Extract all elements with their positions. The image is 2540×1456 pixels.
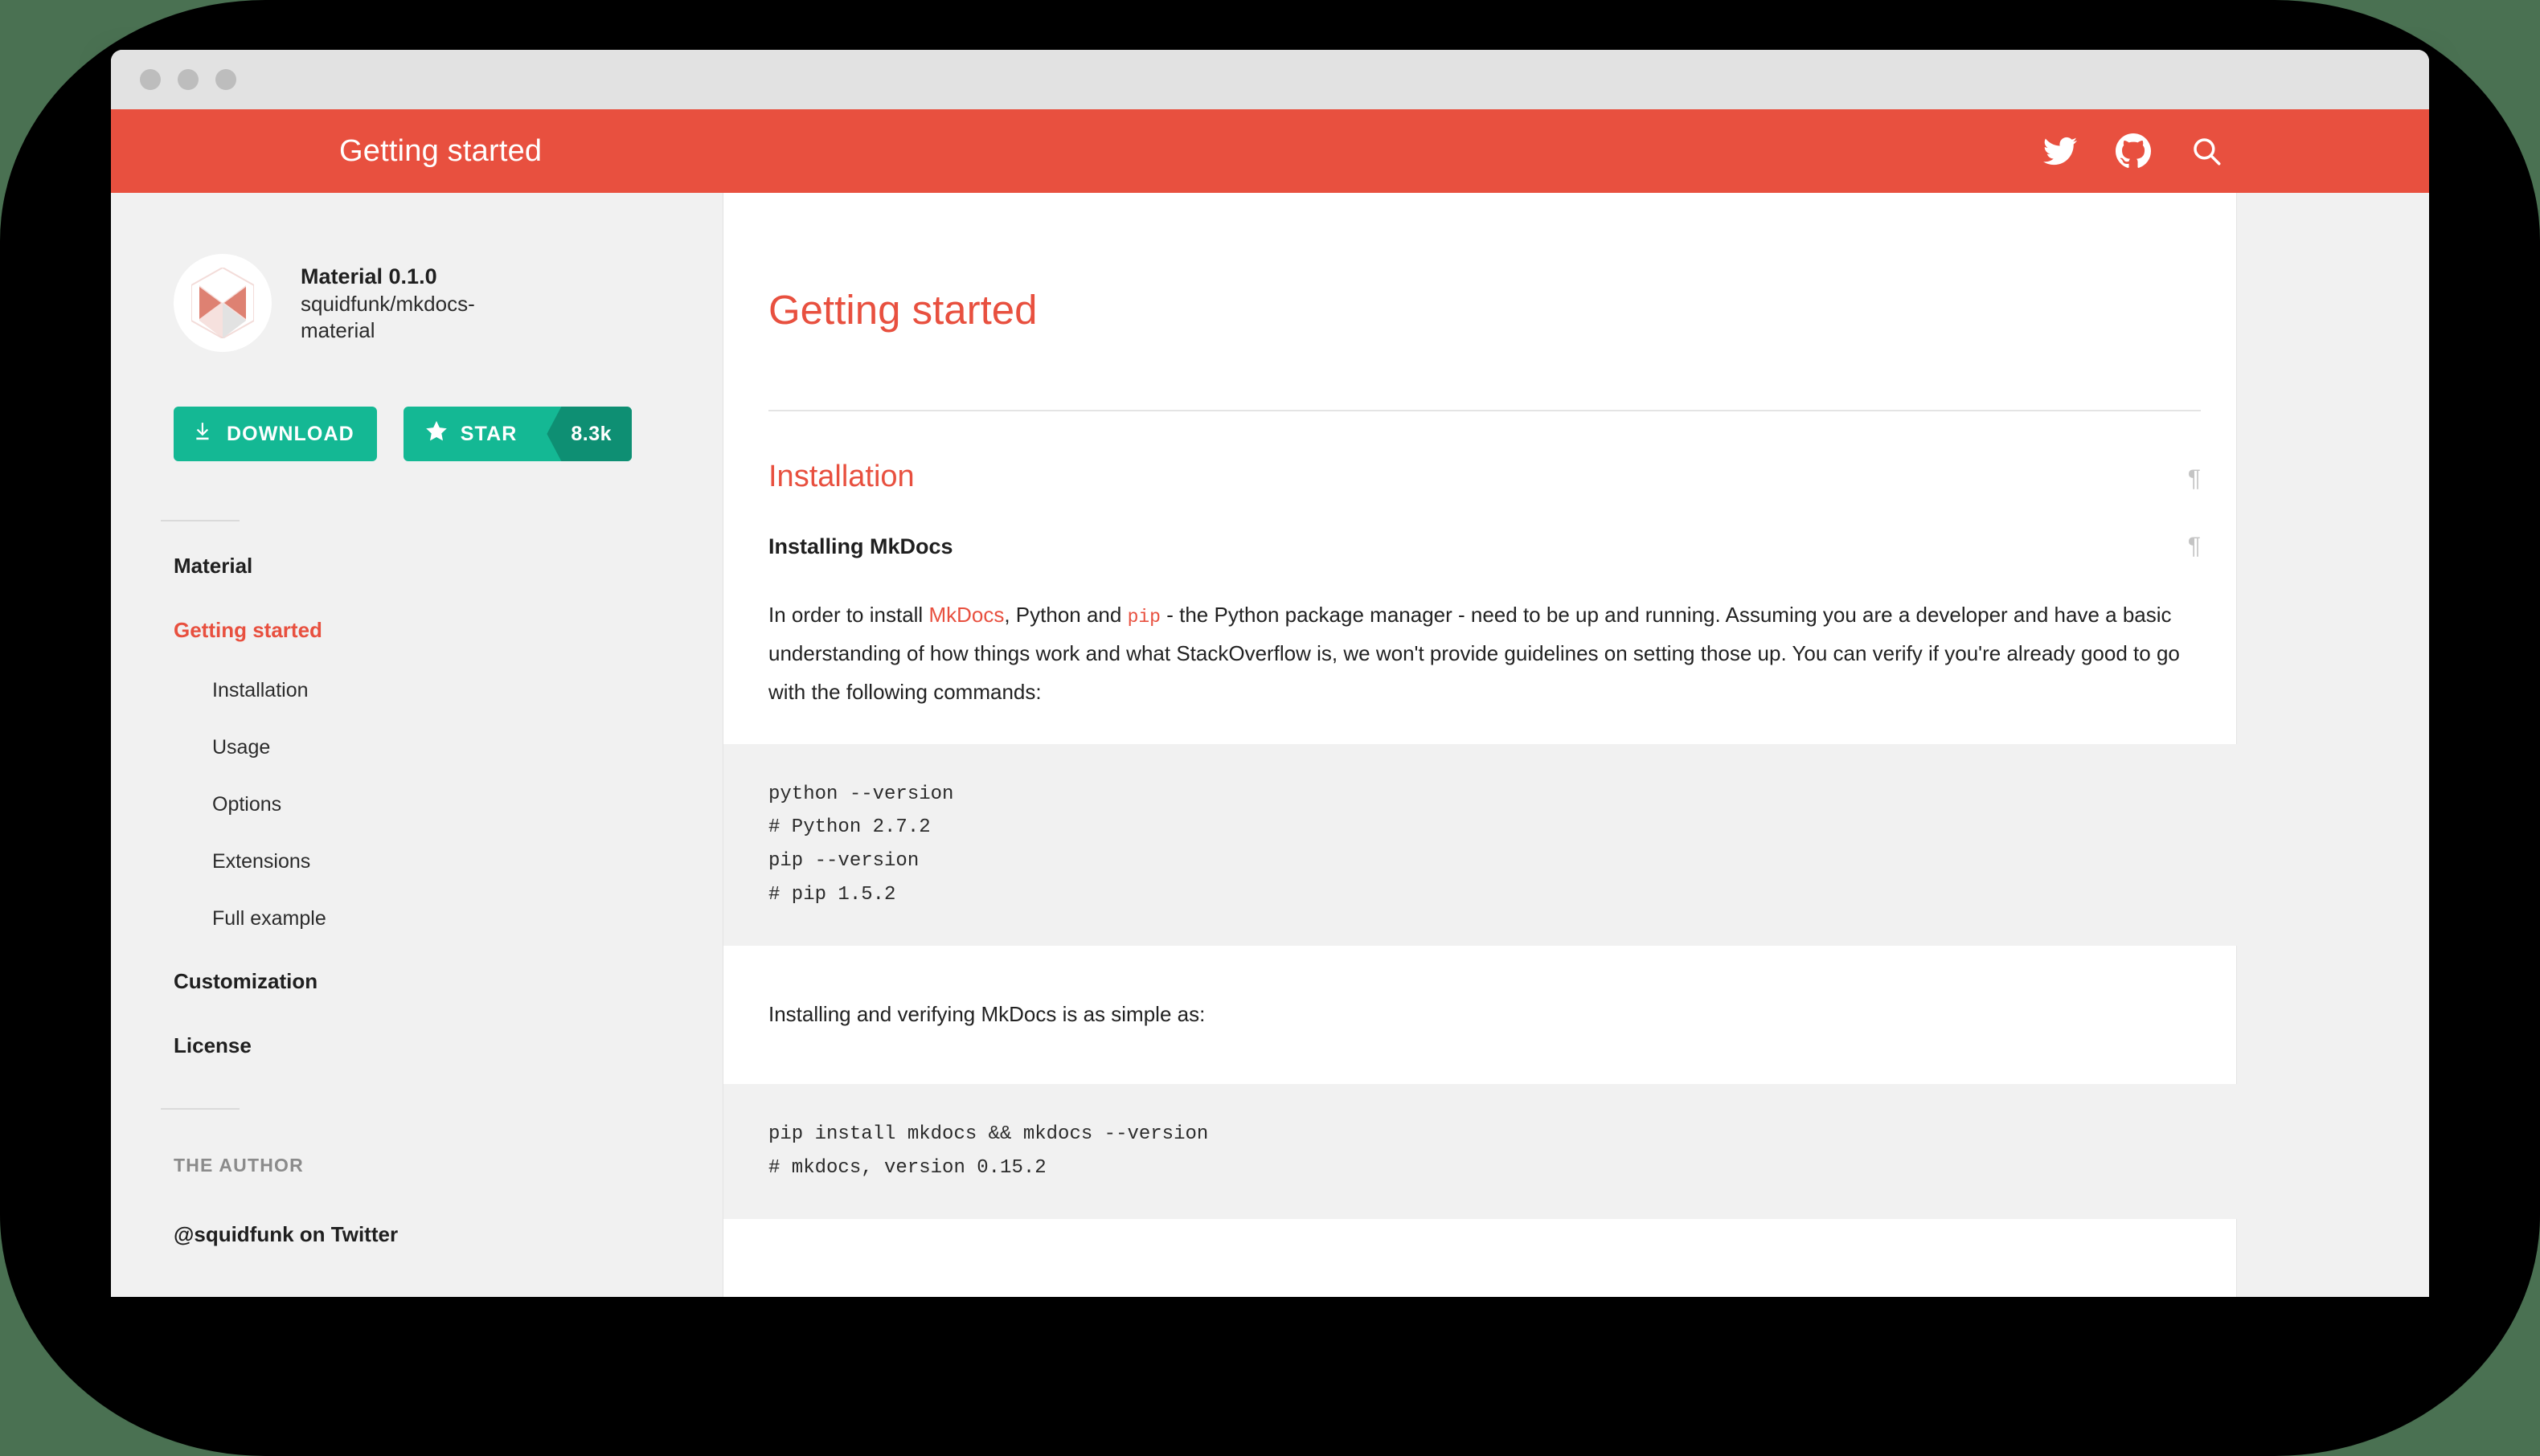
star-icon — [424, 419, 449, 448]
code-block-version-check: python --version # Python 2.7.2 pip --ve… — [723, 743, 2421, 946]
page-title: Getting started — [339, 133, 543, 168]
paragraph-install-intro: Installing and verifying MkDocs is as si… — [768, 1001, 1206, 1026]
code-block-pip-install: pip install mkdocs && mkdocs --version #… — [723, 1084, 2421, 1219]
pilcrow-icon[interactable]: ¶ — [2187, 465, 2201, 493]
paragraph-text-part-1: In order to install — [768, 603, 929, 628]
header-actions — [2043, 109, 2223, 193]
paragraph-text-part-2: , Python and — [1004, 603, 1128, 628]
window-maximize-button[interactable] — [215, 69, 236, 90]
sidebar-item-getting-started[interactable]: Getting started — [174, 618, 322, 642]
app-header: Getting started — [111, 109, 2429, 193]
section-installing-mkdocs-header: Installing MkDocs ¶ — [768, 534, 2201, 559]
sidebar-divider-bottom — [161, 1108, 240, 1110]
repo-meta: Material 0.1.0 squidfunk/mkdocs-material — [301, 254, 485, 344]
author-section-label: THE AUTHOR — [174, 1155, 304, 1176]
github-icon[interactable] — [2116, 133, 2151, 169]
repo-summary: Material 0.1.0 squidfunk/mkdocs-material — [111, 193, 723, 352]
sidebar-nav-bottom: Customization License — [111, 930, 723, 1058]
sidebar-nav: Material Getting started Installation Us… — [111, 521, 723, 930]
repo-name: Material 0.1.0 — [301, 264, 437, 288]
sidebar: Material 0.1.0 squidfunk/mkdocs-material… — [111, 193, 723, 1297]
window-body: Material 0.1.0 squidfunk/mkdocs-material… — [111, 193, 2429, 1297]
window-minimize-button[interactable] — [178, 69, 199, 90]
sidebar-item-options[interactable]: Options — [212, 793, 282, 816]
content-divider — [768, 410, 2201, 412]
paragraph-text-part-3: - the Python package manager - need to b… — [768, 603, 2180, 704]
sidebar-item-extensions[interactable]: Extensions — [212, 850, 311, 873]
search-icon[interactable] — [2190, 134, 2223, 168]
material-logo — [174, 254, 272, 352]
section-h2-installation: Installation — [768, 460, 915, 494]
sidebar-item-customization[interactable]: Customization — [174, 969, 318, 993]
star-count-badge: 8.3k — [547, 407, 633, 461]
window-close-button[interactable] — [140, 69, 161, 90]
main-content: Getting started Installation ¶ Installin… — [723, 193, 2421, 1297]
paragraph-intro: In order to install MkDocs, Python and p… — [768, 596, 2191, 711]
sidebar-divider-top — [161, 520, 240, 521]
twitter-icon[interactable] — [2043, 134, 2077, 168]
repo-slug: squidfunk/mkdocs-material — [301, 291, 475, 343]
sidebar-item-full-example[interactable]: Full example — [212, 907, 326, 930]
window-titlebar — [111, 50, 2429, 109]
sidebar-item-license[interactable]: License — [174, 1033, 252, 1057]
sidebar-item-material[interactable]: Material — [174, 554, 253, 578]
download-button-label: DOWNLOAD — [227, 422, 354, 445]
download-icon — [193, 420, 214, 448]
star-button[interactable]: STAR 8.3k — [403, 407, 633, 461]
browser-window: Getting started — [111, 50, 2429, 1297]
star-button-label: STAR — [460, 422, 518, 445]
repo-action-buttons: DOWNLOAD STAR 8.3k — [111, 352, 723, 461]
sidebar-item-usage[interactable]: Usage — [212, 736, 271, 759]
download-button[interactable]: DOWNLOAD — [174, 407, 377, 461]
section-installation-header: Installation ¶ — [768, 460, 2201, 494]
pilcrow-icon[interactable]: ¶ — [2187, 533, 2201, 560]
sidebar-item-installation[interactable]: Installation — [212, 679, 309, 701]
content-h1: Getting started — [768, 287, 1038, 333]
author-twitter-link[interactable]: @squidfunk on Twitter — [174, 1222, 399, 1246]
section-h3-installing-mkdocs: Installing MkDocs — [768, 534, 953, 559]
mkdocs-link[interactable]: MkDocs — [928, 603, 1005, 628]
inline-code-pip: pip — [1127, 607, 1161, 628]
